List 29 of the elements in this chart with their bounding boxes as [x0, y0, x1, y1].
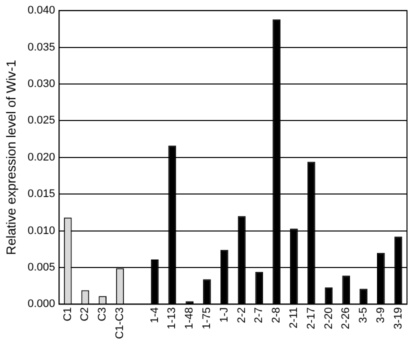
- x-tick-label: 3-9: [374, 307, 387, 324]
- x-tick-label: C2: [79, 307, 92, 322]
- x-tick-label: 2-2: [236, 307, 248, 324]
- x-tick-label: C1: [62, 307, 74, 322]
- y-tick-label: 0.015: [28, 188, 56, 200]
- y-tick-label: 0.010: [28, 224, 56, 237]
- y-axis-title: Relative expression level of Wiv-1: [3, 60, 18, 255]
- x-tick-label: 2-8: [270, 307, 283, 324]
- x-tick-label: 1-48: [184, 307, 196, 330]
- x-tick-label: 2-26: [340, 307, 352, 330]
- x-tick-label: 2-17: [305, 307, 318, 330]
- x-tick-label: 3-19: [392, 307, 404, 330]
- y-tick-label: 0.030: [28, 78, 56, 90]
- y-tick-label: 0.000: [28, 298, 56, 310]
- y-tick-label: 0.035: [28, 41, 56, 54]
- y-tick-label: 0.020: [28, 151, 56, 164]
- y-tick-label: 0.005: [28, 262, 56, 274]
- x-tick-label: C1-C3: [114, 307, 126, 340]
- x-tick-label: 1-13: [166, 307, 178, 330]
- x-tick-label: 2-11: [288, 307, 300, 328]
- x-tick-label: 1-75: [201, 307, 214, 330]
- x-tick-label: 1-J: [218, 307, 230, 322]
- x-tick-label: C3: [96, 307, 109, 322]
- x-tick-label: 2-7: [253, 307, 266, 324]
- y-tick-label: 0.040: [28, 4, 56, 17]
- x-tick-label: 3-5: [358, 307, 370, 324]
- y-tick-label: 0.025: [28, 114, 56, 127]
- x-tick-label: 2-20: [322, 307, 335, 330]
- x-tick-label: 1-4: [148, 307, 161, 324]
